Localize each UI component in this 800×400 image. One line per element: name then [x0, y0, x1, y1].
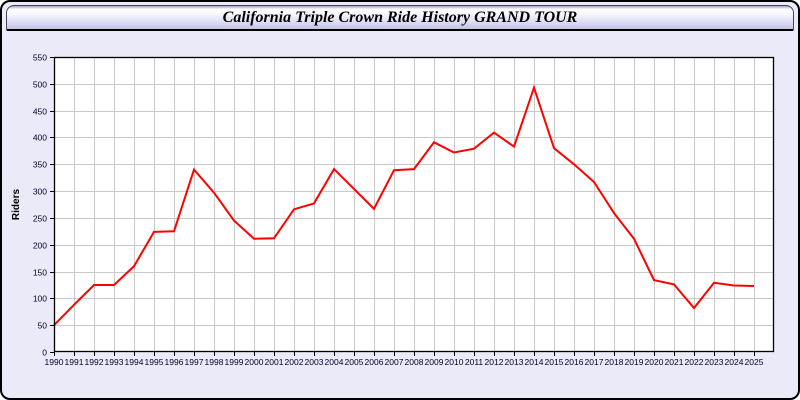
x-tick-label: 2023	[705, 357, 724, 367]
x-tick-label: 2005	[345, 357, 364, 367]
y-tick-label: 350	[33, 160, 47, 170]
x-tick-label: 2006	[365, 357, 384, 367]
riders-line-series	[53, 84, 755, 326]
x-tick-label: 2017	[585, 357, 604, 367]
x-tick-label: 1991	[65, 357, 84, 367]
x-tick-label: 2002	[285, 357, 304, 367]
x-tick-label: 2014	[525, 357, 544, 367]
y-tick-label: 500	[33, 80, 47, 90]
y-tick-label: 550	[33, 53, 47, 63]
x-tick-label: 2008	[405, 357, 424, 367]
x-tick-label: 2001	[265, 357, 284, 367]
x-tick-label: 1996	[165, 357, 184, 367]
y-tick-label: 400	[33, 133, 47, 143]
x-tick-label: 2000	[245, 357, 264, 367]
x-tick-label: 2012	[485, 357, 504, 367]
y-tick-label: 250	[33, 214, 47, 224]
x-tick-label: 2003	[305, 357, 324, 367]
line-chart: 1990 1991 1992 1993 1994 1995 1996 1997 1998 1999…	[11, 53, 775, 367]
x-tick-label: 2021	[665, 357, 684, 367]
x-tick-label: 2013	[505, 357, 524, 367]
x-tick-label: 2022	[685, 357, 704, 367]
x-tick-label: 2020	[645, 357, 664, 367]
x-tick-label: 1999	[225, 357, 244, 367]
x-tick-label: 1995	[145, 357, 164, 367]
x-tick-label: 2025	[745, 357, 764, 367]
x-tick-label: 2019	[625, 357, 644, 367]
x-tick-label: 2018	[605, 357, 624, 367]
page-title: California Triple Crown Ride History GRA…	[222, 9, 578, 26]
x-tick-label: 1997	[185, 357, 204, 367]
x-tick-label: 1993	[105, 357, 124, 367]
y-tick-label: 150	[33, 268, 47, 278]
title-bar: California Triple Crown Ride History GRA…	[6, 5, 794, 31]
x-tick-label: 2007	[385, 357, 404, 367]
x-tick-label: 1998	[205, 357, 224, 367]
y-axis: 0 50 100 150 200 250 300 350 400 450 500 550	[33, 53, 54, 358]
x-tick-label: 2011	[465, 357, 484, 367]
x-tick-label: 2016	[565, 357, 584, 367]
plot-border	[53, 56, 775, 353]
y-tick-label: 100	[33, 294, 47, 304]
y-tick-label: 300	[33, 187, 47, 197]
x-tick-label: 2009	[425, 357, 444, 367]
x-tick-label: 1990	[45, 357, 64, 367]
y-tick-label: 0	[42, 348, 47, 358]
x-tick-label: 1994	[125, 357, 144, 367]
x-axis: 1990 1991 1992 1993 1994 1995 1996 1997 1998 1999…	[45, 352, 764, 367]
chart-area: 1990 1991 1992 1993 1994 1995 1996 1997 1998 1999…	[2, 33, 798, 398]
x-tick-label: 2015	[545, 357, 564, 367]
x-tick-label: 1992	[85, 357, 104, 367]
y-tick-label: 50	[38, 321, 48, 331]
y-tick-label: 200	[33, 241, 47, 251]
y-tick-label: 450	[33, 107, 47, 117]
x-tick-label: 2004	[325, 357, 344, 367]
x-tick-label: 2010	[445, 357, 464, 367]
x-tick-label: 2024	[725, 357, 744, 367]
y-axis-title: Riders	[11, 189, 22, 221]
gridlines	[54, 57, 774, 352]
